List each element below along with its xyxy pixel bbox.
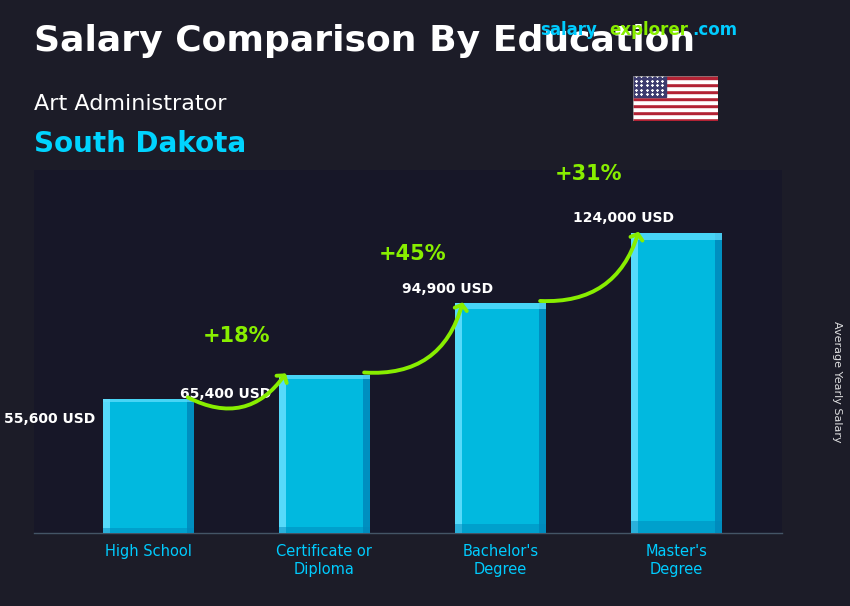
Bar <box>279 375 370 379</box>
Bar <box>633 107 718 111</box>
Bar <box>363 375 370 533</box>
Bar <box>633 83 718 86</box>
Text: explorer: explorer <box>609 21 688 39</box>
Bar <box>539 303 547 533</box>
Bar <box>633 93 718 97</box>
Bar <box>633 76 718 79</box>
Text: 94,900 USD: 94,900 USD <box>402 282 493 296</box>
Text: Art Administrator: Art Administrator <box>34 94 226 114</box>
Text: +45%: +45% <box>378 244 446 264</box>
Bar <box>633 111 718 114</box>
Bar <box>633 90 718 93</box>
Bar <box>103 399 194 402</box>
Bar <box>631 233 722 533</box>
Bar <box>633 86 718 90</box>
Bar <box>633 76 666 97</box>
Bar <box>633 79 718 83</box>
Bar <box>633 104 718 107</box>
Bar <box>631 233 722 240</box>
Text: salary: salary <box>540 21 597 39</box>
Bar <box>633 118 718 121</box>
Text: 55,600 USD: 55,600 USD <box>4 411 95 426</box>
Text: +18%: +18% <box>202 325 270 345</box>
Text: 124,000 USD: 124,000 USD <box>573 211 674 225</box>
Bar <box>633 97 718 100</box>
Bar <box>455 303 547 533</box>
Text: 65,400 USD: 65,400 USD <box>180 387 272 401</box>
Bar <box>279 375 370 533</box>
Bar <box>455 303 462 533</box>
Bar <box>633 114 718 118</box>
Bar <box>103 399 194 533</box>
Bar <box>715 233 722 533</box>
Bar <box>631 233 638 533</box>
Bar <box>631 521 722 533</box>
Text: +31%: +31% <box>555 164 622 184</box>
Text: South Dakota: South Dakota <box>34 130 246 158</box>
Bar <box>103 528 194 533</box>
Bar <box>187 399 194 533</box>
Text: Salary Comparison By Education: Salary Comparison By Education <box>34 24 695 58</box>
Bar <box>279 375 286 533</box>
Bar <box>455 524 547 533</box>
Bar <box>633 100 718 104</box>
Bar <box>103 399 110 533</box>
Bar <box>455 303 547 309</box>
Text: .com: .com <box>693 21 738 39</box>
Bar <box>279 527 370 533</box>
Text: Average Yearly Salary: Average Yearly Salary <box>832 321 842 442</box>
